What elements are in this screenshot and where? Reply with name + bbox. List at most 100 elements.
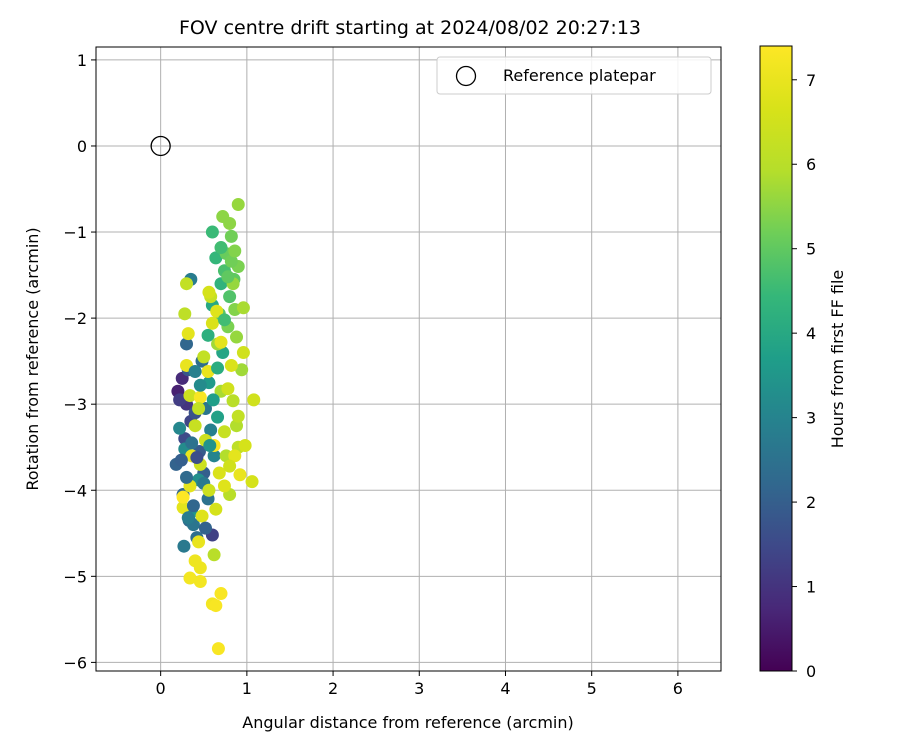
x-tick-label: 5 — [587, 679, 597, 698]
data-point — [185, 436, 199, 450]
data-point — [211, 410, 225, 424]
data-point — [231, 198, 245, 212]
y-tick-label: −3 — [63, 395, 87, 414]
data-point — [217, 425, 231, 439]
data-point — [209, 251, 223, 265]
colorbar-tick-label: 6 — [806, 155, 816, 174]
data-point — [214, 335, 228, 349]
data-point — [202, 483, 216, 497]
y-tick-label: −6 — [63, 653, 87, 672]
y-axis-label: Rotation from reference (arcmin) — [23, 227, 42, 490]
colorbar-tick-label: 5 — [806, 240, 816, 259]
data-point — [233, 468, 247, 482]
data-point — [223, 216, 237, 230]
y-tick-label: −5 — [63, 567, 87, 586]
data-point — [209, 599, 223, 613]
data-point — [221, 382, 235, 396]
data-point — [193, 561, 207, 575]
data-point — [214, 241, 228, 255]
data-point — [206, 393, 220, 407]
reference-marker-group — [150, 135, 171, 157]
data-point — [174, 453, 188, 467]
data-point — [228, 449, 242, 463]
colorbar-label: Hours from first FF file — [828, 270, 847, 449]
data-point — [224, 358, 238, 372]
data-point — [228, 244, 242, 258]
data-point — [217, 479, 231, 493]
data-point — [176, 490, 190, 504]
data-point — [203, 438, 217, 452]
reference-platepar-marker — [150, 135, 171, 157]
data-point — [197, 350, 211, 364]
data-point — [176, 500, 190, 514]
data-point — [221, 270, 235, 284]
data-point — [180, 277, 194, 291]
data-point — [217, 313, 231, 327]
y-tick-label: 1 — [77, 51, 87, 70]
x-tick-label: 3 — [414, 679, 424, 698]
data-point — [247, 393, 261, 407]
data-points — [169, 198, 261, 656]
x-tick-label: 4 — [500, 679, 510, 698]
data-point — [193, 390, 207, 404]
data-point — [192, 401, 206, 415]
data-point — [223, 290, 237, 304]
data-point — [236, 301, 250, 315]
data-point — [226, 394, 240, 408]
data-point — [180, 470, 194, 484]
data-point — [201, 328, 215, 342]
data-point — [211, 642, 225, 656]
data-point — [173, 421, 187, 435]
legend: Reference platepar — [436, 56, 712, 95]
data-point — [245, 475, 259, 489]
plot-frame — [95, 46, 722, 672]
data-point — [193, 574, 207, 588]
data-point — [214, 587, 228, 601]
data-point — [231, 409, 245, 423]
legend-reference-marker — [455, 65, 477, 87]
y-axis-ticks: 1 0 −1 −2 −3 −4 −5 −6 — [63, 51, 96, 672]
data-point — [209, 502, 223, 516]
colorbar-tick-label: 7 — [806, 71, 816, 90]
y-tick-label: −2 — [63, 309, 87, 328]
data-point — [181, 327, 195, 341]
colorbar-tick-label: 0 — [806, 662, 816, 681]
data-point — [192, 535, 206, 549]
legend-box — [436, 56, 712, 95]
data-point — [193, 378, 207, 392]
data-point — [188, 364, 202, 378]
data-point — [230, 330, 244, 344]
colorbar-tick-label: 1 — [806, 578, 816, 597]
data-point — [235, 363, 249, 377]
data-point — [173, 393, 187, 407]
x-tick-label: 1 — [242, 679, 252, 698]
legend-entry-reference: Reference platepar — [503, 66, 656, 85]
data-point — [202, 285, 216, 299]
data-point — [210, 304, 224, 318]
data-point — [198, 521, 212, 535]
data-point — [211, 361, 225, 375]
x-tick-label: 6 — [673, 679, 683, 698]
data-point — [224, 229, 238, 243]
colorbar — [759, 45, 793, 672]
data-point — [205, 225, 219, 239]
colorbar-tick-label: 3 — [806, 409, 816, 428]
data-point — [183, 571, 197, 585]
colorbar-tick-label: 2 — [806, 493, 816, 512]
colorbar-tick-label: 4 — [806, 324, 816, 343]
data-point — [177, 539, 191, 553]
data-point — [188, 419, 202, 433]
data-point — [178, 307, 192, 321]
y-tick-label: −1 — [63, 223, 87, 242]
y-tick-label: 0 — [77, 137, 87, 156]
data-point — [223, 459, 237, 473]
data-point — [204, 423, 218, 437]
y-tick-label: −4 — [63, 481, 87, 500]
data-point — [224, 254, 238, 268]
data-point — [183, 389, 197, 403]
data-point — [207, 449, 221, 463]
x-tick-label: 0 — [156, 679, 166, 698]
data-point — [195, 509, 209, 523]
